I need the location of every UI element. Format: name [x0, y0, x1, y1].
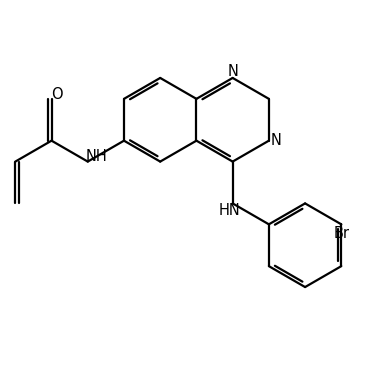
Text: O: O	[51, 87, 62, 102]
Text: N: N	[227, 64, 238, 79]
Text: NH: NH	[86, 149, 108, 164]
Text: HN: HN	[218, 203, 240, 218]
Text: N: N	[271, 133, 282, 148]
Text: Br: Br	[333, 226, 349, 241]
